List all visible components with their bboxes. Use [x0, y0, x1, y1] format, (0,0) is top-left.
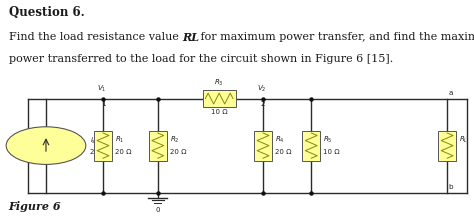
Text: $R_5$: $R_5$ — [323, 135, 333, 145]
Text: b: b — [448, 184, 453, 190]
Text: for maximum power transfer, and find the maximum: for maximum power transfer, and find the… — [197, 32, 474, 43]
FancyBboxPatch shape — [94, 131, 112, 161]
Text: 0: 0 — [155, 207, 160, 213]
Text: $R_2$: $R_2$ — [170, 135, 179, 145]
Text: $R_L$: $R_L$ — [459, 135, 468, 145]
Text: $V_2$: $V_2$ — [257, 83, 267, 94]
Text: 20 Ω: 20 Ω — [275, 149, 292, 155]
Text: RL: RL — [182, 32, 200, 43]
Text: $R_4$: $R_4$ — [275, 135, 285, 145]
Text: a: a — [448, 90, 453, 96]
Text: 10 Ω: 10 Ω — [211, 109, 228, 115]
Text: $i_s$: $i_s$ — [90, 136, 96, 146]
Text: Figure 6: Figure 6 — [9, 201, 61, 212]
Text: Question 6.: Question 6. — [9, 6, 84, 19]
Text: 2: 2 — [261, 101, 265, 107]
Circle shape — [6, 127, 86, 164]
Text: 20 Ω: 20 Ω — [170, 149, 186, 155]
Text: 10 Ω: 10 Ω — [323, 149, 340, 155]
Text: 1: 1 — [100, 101, 105, 107]
Text: 2 A: 2 A — [90, 149, 101, 155]
Text: power transferred to the load for the circuit shown in Figure 6 [15].: power transferred to the load for the ci… — [9, 54, 393, 64]
FancyBboxPatch shape — [438, 131, 456, 161]
Text: $R_3$: $R_3$ — [214, 78, 224, 88]
FancyBboxPatch shape — [203, 90, 236, 107]
FancyBboxPatch shape — [148, 131, 167, 161]
Text: $R_1$: $R_1$ — [115, 135, 125, 145]
FancyBboxPatch shape — [254, 131, 272, 161]
FancyBboxPatch shape — [302, 131, 320, 161]
Text: Find the load resistance value: Find the load resistance value — [9, 32, 182, 43]
Text: 20 Ω: 20 Ω — [115, 149, 131, 155]
Text: $V_1$: $V_1$ — [97, 83, 107, 94]
